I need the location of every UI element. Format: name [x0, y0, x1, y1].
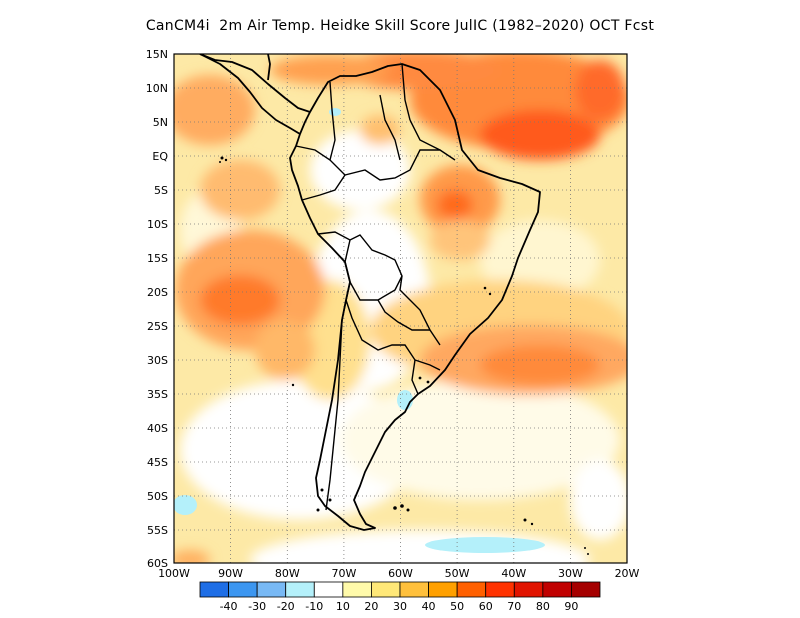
lat-label: 35S: [147, 388, 168, 401]
lat-label: 25S: [147, 320, 168, 333]
colorbar-label: 40: [422, 600, 436, 613]
map-title: CanCM4i 2m Air Temp. Heidke Skill Score …: [145, 18, 655, 34]
colorbar-swatch: [228, 581, 258, 598]
colorbar-label: -20: [277, 600, 295, 613]
lat-label: 10N: [146, 82, 168, 95]
lon-label: 30W: [558, 567, 583, 580]
lat-label: 15S: [147, 252, 168, 265]
colorbar-label: 30: [393, 600, 407, 613]
lat-label: 5S: [154, 184, 168, 197]
colorbar-label: 90: [564, 600, 578, 613]
lon-label: 40W: [501, 567, 526, 580]
colorbar-swatch: [428, 581, 458, 598]
map-frame: [173, 53, 628, 564]
lat-label: 10S: [147, 218, 168, 231]
colorbar-label: -10: [305, 600, 323, 613]
lon-label: 90W: [218, 567, 243, 580]
colorbar-label: -40: [220, 600, 238, 613]
lat-label: 50S: [147, 490, 168, 503]
lon-label: 100W: [158, 567, 190, 580]
country-borders: [295, 63, 456, 511]
lat-label: 45S: [147, 456, 168, 469]
colorbar-swatch: [342, 581, 372, 598]
colorbar-swatch: [313, 581, 344, 598]
lat-label: 40S: [147, 422, 168, 435]
lon-label: 20W: [615, 567, 640, 580]
latitude-axis: 15N 10N 5N EQ 5S 10S 15S 20S 25S 30S 35S…: [146, 48, 169, 570]
colorbar-swatch: [256, 581, 287, 598]
colorbar-swatch: [199, 581, 229, 598]
colorbar-swatch: [371, 581, 401, 598]
colorbar-label: 60: [479, 600, 493, 613]
longitude-axis: 100W 90W 80W 70W 60W 50W 40W 30W 20W: [158, 567, 639, 580]
lat-label: 60S: [147, 557, 168, 570]
colorbar-swatch: [571, 581, 601, 598]
colorbar-label: 10: [336, 600, 350, 613]
colorbar-label: 80: [536, 600, 550, 613]
colorbar-swatch: [542, 581, 572, 598]
lat-label: 20S: [147, 286, 168, 299]
colorbar: -40 -30 -20 -10 10 20 30 40 50 60 70 80 90: [199, 581, 601, 613]
colorbar-label: 70: [507, 600, 521, 613]
lat-label: 55S: [147, 524, 168, 537]
lat-label: 30S: [147, 354, 168, 367]
islands: [219, 156, 589, 555]
colorbar-label: 50: [450, 600, 464, 613]
lat-label: 15N: [146, 48, 168, 61]
colorbar-swatch: [285, 581, 315, 598]
colorbar-label: 20: [364, 600, 378, 613]
lon-label: 50W: [445, 567, 470, 580]
colorbar-swatch: [456, 581, 487, 598]
lon-label: 70W: [331, 567, 356, 580]
lat-label: 5N: [153, 116, 168, 129]
lon-label: 80W: [275, 567, 300, 580]
colorbar-swatch: [513, 581, 544, 598]
shaded-field: [174, 54, 627, 563]
colorbar-swatch: [485, 581, 515, 598]
colorbar-swatch: [399, 581, 429, 598]
colorbar-label: -30: [248, 600, 266, 613]
lon-label: 60W: [388, 567, 413, 580]
lat-label: EQ: [152, 150, 168, 163]
